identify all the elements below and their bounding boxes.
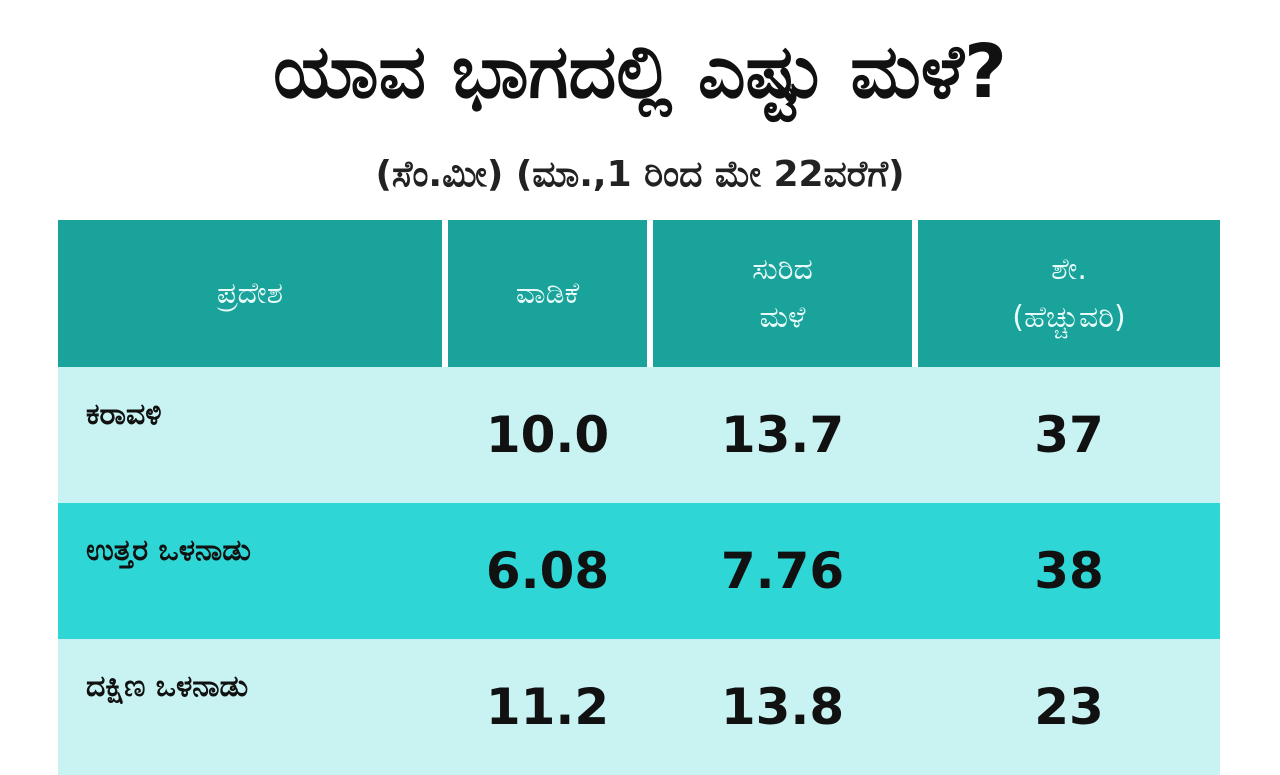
header-line: (ಹೆಚ್ಚುವರಿ) [1012,299,1126,335]
table-row: ಕರಾವಳಿ 10.0 13.7 37 [58,367,1220,503]
value-cell: 6.08 [445,503,650,639]
region-cell: ಉತ್ತರ ಒಳನಾಡು [58,503,445,639]
region-cell: ಕರಾವಳಿ [58,367,445,503]
value-cell: 23 [915,639,1220,775]
value-cell: 10.0 [445,367,650,503]
title: ಯಾವ ಭಾಗದಲ್ಲಿ ಎಷ್ಟು ಮಳೆ? [273,29,1007,115]
value-cell: 38 [915,503,1220,639]
value-cell: 11.2 [445,639,650,775]
value-cell: 7.76 [650,503,915,639]
table-body: ಕರಾವಳಿ 10.0 13.7 37 ಉತ್ತರ ಒಳನಾಡು 6.08 7.76 38 ದಕ… [58,367,1220,775]
table-row: ದಕ್ಷಿಣ ಒಳನಾಡು 11.2 13.8 23 [58,639,1220,775]
column-header: ಪ್ರದೇಶ [58,220,445,367]
header-line: ವಾಡಿಕೆ [515,275,580,311]
header-line: ಮಳೆ [759,299,806,335]
value-cell: 37 [915,367,1220,503]
rain-table: ಪ್ರದೇಶ ವಾಡಿಕೆ ಸುರಿದ ಮಳೆ ಶೇ. (ಹೆಚ್ಚುವರಿ) ಕರಾವಳ… [58,220,1220,775]
header-line: ಸುರಿದ [752,251,813,287]
value-cell: 13.8 [650,639,915,775]
column-header: ಶೇ. (ಹೆಚ್ಚುವರಿ) [912,220,1220,367]
column-header: ವಾಡಿಕೆ [442,220,650,367]
page: ಯಾವ ಭಾಗದಲ್ಲಿ ಎಷ್ಟು ಮಳೆ? (ಸೆಂ.ಮೀ) (ಮಾ.,1 … [58,29,1220,775]
subtitle: (ಸೆಂ.ಮೀ) (ಮಾ.,1 ರಿಂದ ಮೇ 22ವರೆಗೆ) [375,154,905,195]
header-row: ಪ್ರದೇಶ ವಾಡಿಕೆ ಸುರಿದ ಮಳೆ ಶೇ. (ಹೆಚ್ಚುವರಿ) [58,220,1220,367]
table-row: ಉತ್ತರ ಒಳನಾಡು 6.08 7.76 38 [58,503,1220,639]
header-line: ಪ್ರದೇಶ [216,275,284,311]
header-line: ಶೇ. [1051,251,1087,287]
region-cell: ದಕ್ಷಿಣ ಒಳನಾಡು [58,639,445,775]
column-header: ಸುರಿದ ಮಳೆ [647,220,915,367]
value-cell: 13.7 [650,367,915,503]
